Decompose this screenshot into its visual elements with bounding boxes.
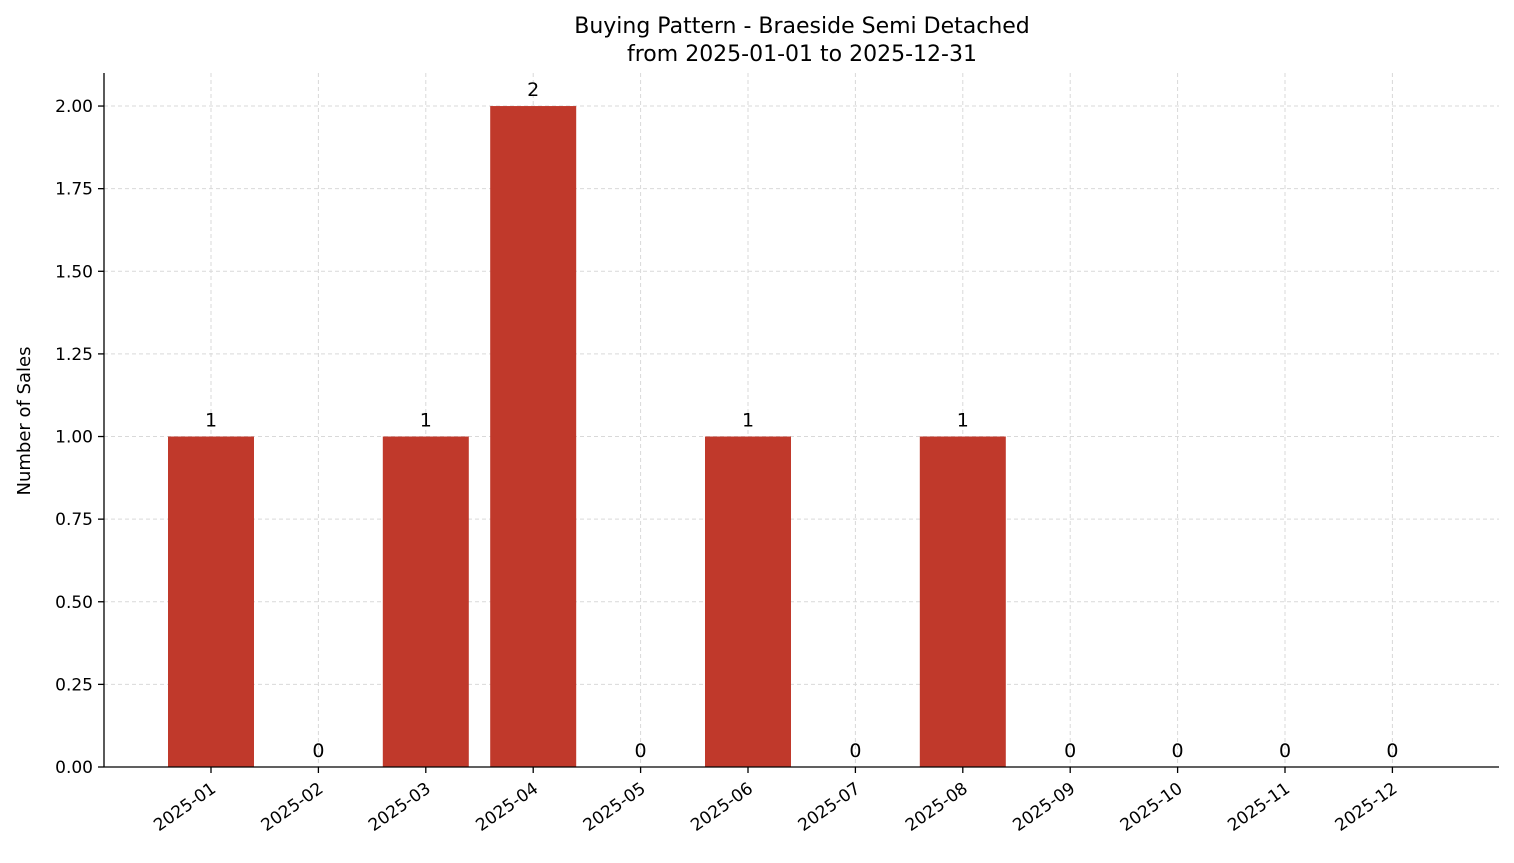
- bar-value-label: 0: [312, 740, 324, 762]
- y-tick-label: 1.50: [55, 262, 93, 282]
- bar-value-label: 1: [420, 410, 432, 432]
- x-tick-label: 2025-08: [902, 779, 972, 836]
- x-tick-label: 2025-03: [365, 779, 435, 836]
- y-tick-label: 1.25: [55, 345, 93, 365]
- bar-value-label: 0: [1386, 740, 1398, 762]
- x-tick-label: 2025-07: [795, 779, 865, 836]
- y-tick-label: 0.00: [55, 758, 93, 778]
- bar-2025-04: [490, 106, 577, 768]
- x-tick-label: 2025-12: [1332, 779, 1402, 836]
- bar-value-label: 1: [742, 410, 754, 432]
- bar-value-labels: 1 0 1 2 0 1 0 1 0 0 0 0: [205, 79, 1398, 762]
- y-tick-label: 1.00: [55, 428, 93, 448]
- bar-2025-01: [168, 436, 254, 767]
- bar-value-label: 0: [1172, 740, 1184, 762]
- y-tick-label: 0.25: [55, 675, 93, 695]
- bar-2025-06: [705, 436, 791, 767]
- x-tick-label: 2025-10: [1117, 779, 1187, 836]
- y-axis-title: Number of Sales: [14, 346, 35, 495]
- bar-value-label: 1: [205, 410, 217, 432]
- chart-subtitle: from 2025-01-01 to 2025-12-31: [627, 42, 977, 67]
- bar-2025-08: [919, 436, 1006, 767]
- y-tick-label: 2.00: [55, 97, 93, 117]
- y-tick-label: 0.50: [55, 593, 93, 613]
- bar-value-label: 0: [635, 740, 647, 762]
- bar-value-label: 0: [849, 740, 861, 762]
- chart-title: Buying Pattern - Braeside Semi Detached: [574, 14, 1030, 39]
- x-tick-label: 2025-09: [1009, 779, 1079, 836]
- x-tick-label: 2025-05: [580, 779, 650, 836]
- bars: [168, 106, 1006, 768]
- y-tick-label: 0.75: [55, 510, 93, 530]
- x-tick-label: 2025-02: [258, 779, 328, 836]
- x-tick-label: 2025-04: [472, 779, 542, 836]
- bar-value-label: 0: [1279, 740, 1291, 762]
- bar-2025-03: [382, 436, 469, 767]
- bar-value-label: 0: [1064, 740, 1076, 762]
- grid: [104, 73, 1499, 768]
- bar-value-label: 1: [957, 410, 969, 432]
- x-tick-label: 2025-01: [150, 779, 220, 836]
- y-tick-label: 1.75: [55, 180, 93, 200]
- bar-value-label: 2: [527, 79, 539, 101]
- x-tick-label: 2025-11: [1224, 779, 1294, 836]
- x-tick-label: 2025-06: [687, 779, 757, 836]
